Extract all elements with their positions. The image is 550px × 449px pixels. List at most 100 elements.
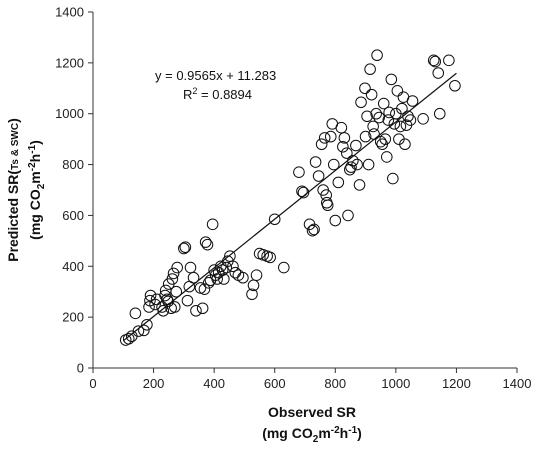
data-point	[417, 113, 429, 125]
x-tick-label: 1400	[503, 376, 532, 391]
data-point	[168, 301, 181, 313]
data-point	[443, 54, 455, 67]
data-point	[449, 79, 461, 92]
data-point	[312, 170, 325, 182]
data-point	[404, 114, 417, 126]
data-point	[373, 111, 386, 124]
data-point	[199, 236, 212, 248]
data-point	[387, 172, 399, 185]
y-tick-label: 1000	[55, 106, 84, 121]
data-point	[362, 158, 375, 171]
data-point	[380, 151, 393, 163]
data-point	[122, 332, 135, 345]
data-point	[264, 251, 276, 264]
y-tick-label: 400	[62, 259, 84, 274]
data-point	[132, 325, 145, 337]
data-point	[167, 267, 180, 280]
data-point	[190, 304, 202, 317]
data-point	[396, 102, 408, 115]
y-tick-label: 1400	[55, 5, 84, 20]
data-point	[365, 88, 378, 101]
data-point	[198, 283, 211, 295]
data-point	[129, 307, 142, 320]
data-point	[382, 114, 395, 126]
data-point	[250, 269, 263, 281]
x-tick-label: 800	[324, 376, 346, 391]
data-point	[278, 261, 290, 274]
data-point	[427, 54, 440, 67]
data-point	[141, 318, 153, 331]
data-point	[201, 238, 214, 251]
data-point	[329, 214, 342, 227]
y-tick-label: 200	[62, 310, 84, 325]
data-point	[184, 261, 197, 274]
data-point	[385, 73, 398, 86]
data-point	[309, 156, 322, 168]
data-point	[338, 132, 351, 144]
data-point	[364, 63, 376, 76]
data-point	[353, 179, 366, 191]
data-point	[359, 82, 371, 95]
tick-labels: 0 200 400 600 800 1000 1200 1400 0 200 400 600 800 10…	[55, 5, 531, 392]
y-tick-label: 800	[62, 157, 84, 172]
data-point	[170, 285, 183, 298]
data-point	[367, 120, 379, 133]
data-point	[318, 132, 331, 144]
data-point	[178, 242, 190, 255]
data-point	[246, 288, 258, 301]
data-point	[187, 271, 200, 284]
x-tick-label: 600	[264, 376, 286, 391]
data-point	[432, 67, 445, 79]
data-point	[229, 266, 242, 279]
x-axis-title: Observed SR	[268, 404, 356, 420]
data-point	[196, 302, 209, 315]
data-point	[370, 107, 382, 120]
data-point	[157, 304, 170, 317]
x-tick-label: 400	[203, 376, 225, 391]
data-point	[143, 301, 155, 313]
data-point	[371, 49, 383, 62]
x-tick-label: 1000	[381, 376, 410, 391]
data-point	[335, 121, 348, 134]
data-point	[237, 271, 249, 284]
y-tick-label: 600	[62, 208, 84, 223]
x-tick-label: 1200	[442, 376, 471, 391]
regression-equation: y = 0.9565x + 11.283	[155, 68, 276, 83]
data-point	[399, 138, 411, 151]
plot-area	[92, 12, 517, 369]
y-tick-label: 0	[77, 361, 84, 376]
data-point	[351, 158, 363, 171]
data-point	[342, 209, 354, 222]
data-point	[350, 139, 362, 152]
data-point	[355, 96, 367, 109]
data-point	[138, 324, 150, 337]
x-tick-label: 200	[143, 376, 165, 391]
data-point	[315, 138, 328, 151]
data-point	[149, 298, 161, 311]
data-point	[171, 261, 183, 274]
data-point	[361, 110, 373, 123]
data-point	[391, 85, 404, 97]
data-point	[327, 158, 340, 171]
data-point	[340, 147, 353, 159]
data-point	[406, 95, 419, 107]
y-tick-label: 1200	[55, 55, 84, 70]
data-point	[383, 106, 395, 119]
data-point	[218, 273, 230, 285]
data-point	[181, 294, 194, 307]
data-point	[345, 161, 357, 173]
data-point	[268, 213, 281, 226]
data-point	[179, 241, 192, 254]
data-point	[394, 120, 407, 133]
data-point	[359, 130, 372, 143]
x-tick-label: 0	[89, 376, 96, 391]
data-point	[321, 199, 334, 212]
data-point	[306, 224, 319, 237]
data-point	[308, 223, 320, 236]
y-axis-unit: (mg CO2m-2h-1)	[27, 140, 47, 240]
data-point	[337, 140, 349, 153]
data-point	[377, 97, 390, 110]
data-point	[332, 176, 345, 189]
data-point	[227, 260, 239, 273]
